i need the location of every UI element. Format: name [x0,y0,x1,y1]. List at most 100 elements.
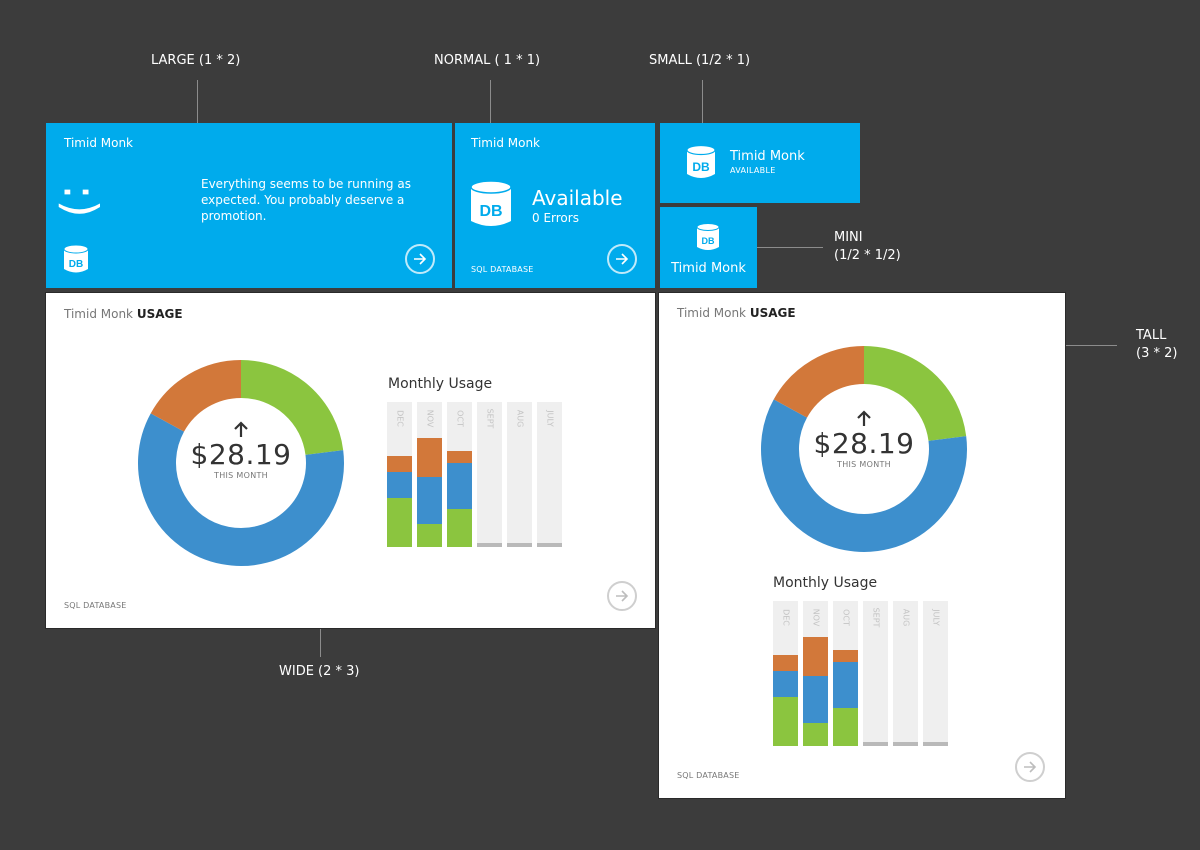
tile-footer: SQL DATABASE [677,771,740,780]
month-label: SEPT [871,607,880,628]
wide-tile[interactable]: Timid Monk USAGE $28.19 THIS MONTH Month… [45,292,656,629]
monthly-usage-title: Monthly Usage [388,376,493,392]
month-bar-july: JULY [923,601,948,746]
arrow-right-circle-icon[interactable] [607,244,637,274]
mini-tile[interactable]: DB Timid Monk [660,207,757,288]
db-icon: DB [470,180,512,226]
bar-segment-empty [537,543,562,547]
db-icon-label: DB [702,236,715,246]
db-icon-label: DB [692,160,710,174]
month-label: JULY [545,410,554,427]
usage-amount-caption: THIS MONTH [837,460,891,469]
month-bar-oct: OCT [447,402,472,547]
month-bar-aug: AUG [507,402,532,547]
arrow-right-circle-icon[interactable] [1015,752,1045,782]
month-label: DEC [395,410,404,427]
monthly-usage-chart: DEC NOV OCT SEPT AUG JULY [387,402,569,547]
tile-title-name: Timid Monk [64,307,133,321]
usage-amount: $28.19 [813,427,915,460]
month-bar-dec: DEC [773,601,798,746]
arrow-right-circle-icon[interactable] [607,581,637,611]
month-label: AUG [515,409,524,428]
smiley-face: :) [53,184,108,218]
db-icon: DB [686,144,716,178]
month-label: OCT [455,410,464,427]
annotation-normal: NORMAL ( 1 * 1) [434,53,541,68]
db-icon-label: DB [69,259,83,270]
annotation-wide: WIDE (2 * 3) [279,664,360,679]
month-bar-nov: NOV [417,402,442,547]
bar-segment-orange [803,637,828,677]
annotation-tall-line [1053,345,1117,346]
status-text: AVAILABLE [730,166,776,175]
bar-segment-blue [773,670,798,697]
monthly-usage-title: Monthly Usage [773,575,878,591]
annotation-mini: MINI (1/2 * 1/2) [834,230,901,263]
donut-center: $28.19 THIS MONTH [798,409,930,469]
tile-title: Timid Monk [671,261,746,276]
annotation-large: LARGE (1 * 2) [151,53,241,68]
annotation-small: SMALL (1/2 * 1) [649,53,751,68]
bar-segment-green [447,509,472,547]
bar-segment-green [417,523,442,547]
month-label: DEC [781,609,790,626]
tile-title: Timid Monk USAGE [64,307,183,321]
month-bar-sept: SEPT [477,402,502,547]
month-label: NOV [425,409,434,428]
annotation-wide-line [320,617,321,657]
bar-segment-empty [923,742,948,746]
month-label: NOV [811,608,820,627]
normal-tile[interactable]: Timid Monk DB Available 0 Errors SQL DAT… [455,123,655,288]
bar-segment-orange [773,654,798,671]
donut-center: $28.19 THIS MONTH [175,420,307,480]
db-icon: DB [63,244,89,273]
bar-segment-empty [477,543,502,547]
tile-footer: SQL DATABASE [64,601,127,610]
tall-tile[interactable]: Timid Monk USAGE $28.19 THIS MONTH Month… [658,292,1066,799]
bar-segment-empty [893,742,918,746]
small-tile[interactable]: DB Timid Monk AVAILABLE [660,123,860,203]
large-tile[interactable]: Timid Monk :) Everything seems to be run… [46,123,452,288]
annotation-tall: TALL (3 * 2) [1136,328,1178,361]
month-label: AUG [901,608,910,627]
monthly-usage-chart: DEC NOV OCT SEPT AUG JULY [773,601,955,746]
usage-amount: $28.19 [190,438,292,471]
bar-segment-orange [833,650,858,662]
bar-segment-green [803,722,828,746]
donut-slice-green [863,346,967,442]
month-label: OCT [841,609,850,626]
month-label: SEPT [485,408,494,429]
annotation-small-line [702,80,703,130]
arrow-right-circle-icon[interactable] [405,244,435,274]
bar-segment-orange [447,451,472,463]
bar-segment-orange [417,438,442,478]
annotation-large-line [197,80,198,130]
usage-amount-caption: THIS MONTH [214,471,268,480]
status-text: Available [532,186,623,210]
bar-segment-blue [833,661,858,709]
tile-title: Timid Monk [730,149,805,164]
bar-segment-empty [507,543,532,547]
tile-footer: SQL DATABASE [471,265,534,274]
db-icon: DB [696,223,720,250]
db-icon-label: DB [479,203,502,220]
tile-title-suffix: USAGE [136,307,183,321]
donut-slice-orange [773,346,865,419]
bar-segment-green [833,708,858,746]
bar-segment-empty [863,742,888,746]
month-bar-sept: SEPT [863,601,888,746]
arrow-up-icon [234,421,248,437]
tile-title-name: Timid Monk [677,306,746,320]
tile-title-suffix: USAGE [749,306,796,320]
bar-segment-blue [387,471,412,498]
month-bar-oct: OCT [833,601,858,746]
month-bar-dec: DEC [387,402,412,547]
donut-slice-green [240,360,344,456]
tile-title: Timid Monk USAGE [677,306,796,320]
tile-message: Everything seems to be running as expect… [201,177,411,223]
bar-segment-blue [803,676,828,723]
bar-segment-green [387,497,412,547]
errors-text: 0 Errors [532,211,579,225]
tile-title: Timid Monk [64,136,133,150]
usage-donut-chart [761,346,967,552]
